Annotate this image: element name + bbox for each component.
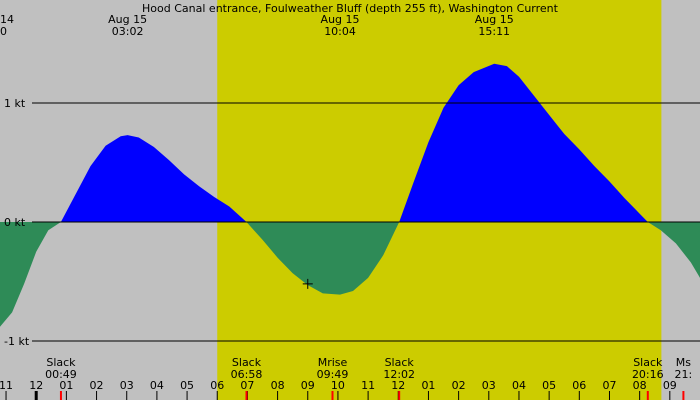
chart-title: Hood Canal entrance, Foulweather Bluff (…	[142, 2, 559, 15]
flood-area-1	[60, 135, 247, 222]
gridline-layer	[32, 102, 700, 342]
top-time-1: 03:02	[112, 25, 144, 38]
top-date-1: Aug 15	[108, 13, 147, 26]
hour-label-16: 03	[482, 379, 496, 392]
event-time-2: 09:49	[317, 368, 349, 381]
hour-label-6: 05	[180, 379, 194, 392]
hour-label-0: 11	[0, 379, 13, 392]
y-tick-label-2: -1 kt	[4, 335, 30, 348]
event-label-3: Slack	[385, 356, 415, 369]
hour-label-19: 06	[572, 379, 586, 392]
top-date-3: Aug 15	[475, 13, 514, 26]
y-tick-label-1: 0 kt	[4, 216, 26, 229]
top-date-2: Aug 15	[321, 13, 360, 26]
top-date-0: 14	[0, 13, 14, 26]
hour-label-3: 02	[90, 379, 104, 392]
label-layer: Hood Canal entrance, Foulweather Bluff (…	[0, 2, 692, 392]
event-label-0: Slack	[46, 356, 76, 369]
hour-label-7: 06	[210, 379, 224, 392]
hour-label-14: 01	[421, 379, 435, 392]
ebb-area-2	[246, 222, 400, 295]
hour-label-8: 07	[240, 379, 254, 392]
ebb-area-0	[0, 222, 61, 327]
hour-label-18: 05	[542, 379, 556, 392]
hour-label-5: 04	[150, 379, 164, 392]
event-label-4: Slack	[633, 356, 663, 369]
hour-label-12: 11	[361, 379, 375, 392]
hour-label-17: 04	[512, 379, 526, 392]
event-label-1: Slack	[232, 356, 262, 369]
hour-label-21: 08	[633, 379, 647, 392]
event-label-2: Mrise	[318, 356, 348, 369]
hour-label-15: 02	[452, 379, 466, 392]
hour-label-11: 10	[331, 379, 345, 392]
ebb-area-4	[647, 222, 700, 278]
hour-label-22: 09	[663, 379, 677, 392]
hour-label-9: 08	[271, 379, 285, 392]
hour-label-1: 12	[29, 379, 43, 392]
event-time-0: 00:49	[45, 368, 77, 381]
hour-label-4: 03	[120, 379, 134, 392]
top-time-3: 15:11	[478, 25, 510, 38]
event-time-3: 12:02	[383, 368, 415, 381]
event-time-4: 20:16	[632, 368, 664, 381]
hour-label-13: 12	[391, 379, 405, 392]
hour-label-20: 07	[602, 379, 616, 392]
top-time-0: 0	[0, 25, 7, 38]
event-time-5: 21:	[675, 368, 693, 381]
marker-layer	[5, 278, 685, 400]
event-time-1: 06:58	[231, 368, 263, 381]
event-label-5: Ms	[676, 356, 691, 369]
top-time-2: 10:04	[324, 25, 356, 38]
hour-label-2: 01	[59, 379, 73, 392]
hour-label-10: 09	[301, 379, 315, 392]
y-tick-label-0: 1 kt	[4, 97, 26, 110]
